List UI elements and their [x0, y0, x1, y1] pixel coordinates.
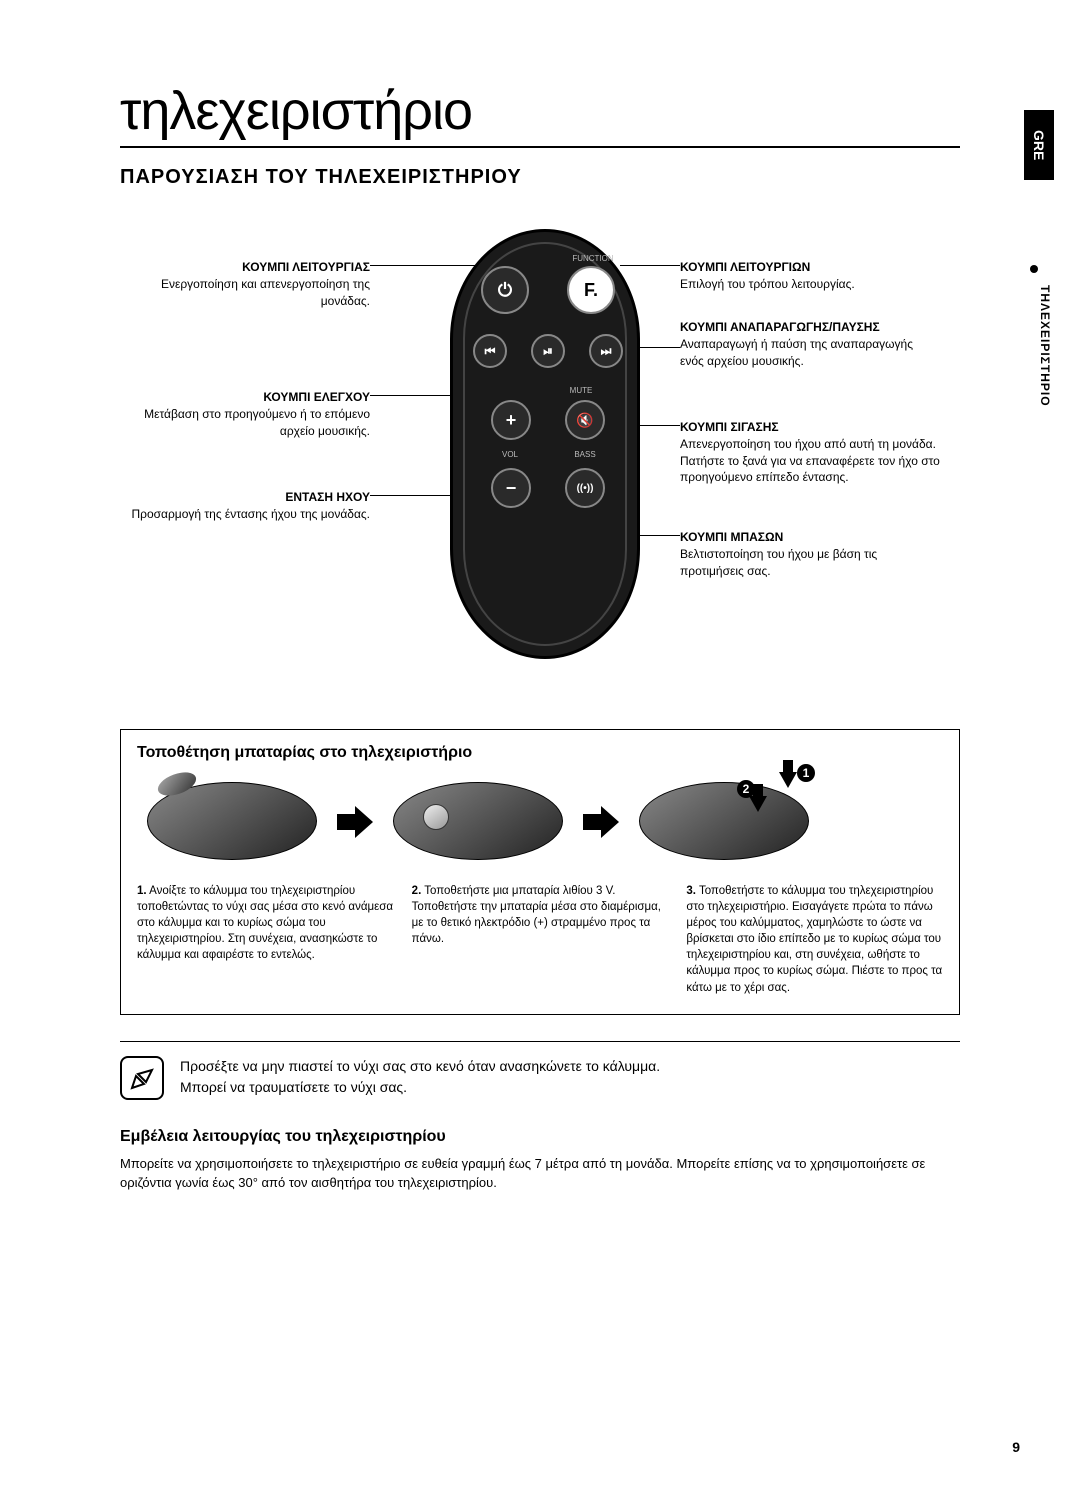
- step-number: 3.: [686, 885, 696, 897]
- vol-up-button[interactable]: +: [491, 400, 531, 440]
- battery-step2-image: [383, 774, 573, 869]
- battery-title: Τοποθέτηση μπαταρίας στο τηλεχειριστήριο: [137, 744, 943, 762]
- remote-diagram: ΚΟΥΜΠΙ ΛΕΙΤΟΥΡΓΙΑΣ Ενεργοποίηση και απεν…: [120, 229, 960, 709]
- callout-power: ΚΟΥΜΠΙ ΛΕΙΤΟΥΡΓΙΑΣ Ενεργοποίηση και απεν…: [120, 259, 370, 309]
- prev-button[interactable]: ⏮: [473, 334, 507, 368]
- mute-button[interactable]: 🔇: [565, 400, 605, 440]
- range-body: Μπορείτε να χρησιμοποιήσετε το τηλεχειρι…: [120, 1154, 960, 1193]
- step-number: 2.: [412, 885, 422, 897]
- callout-body: Επιλογή του τρόπου λειτουργίας.: [680, 276, 940, 293]
- arrow-icon: [337, 806, 373, 838]
- callout-volume: ΕΝΤΑΣΗ ΗΧΟΥ Προσαρμογή της έντασης ήχου …: [120, 489, 370, 523]
- callout-title: ΚΟΥΜΠΙ ΛΕΙΤΟΥΡΓΙΑΣ: [120, 259, 370, 276]
- battery-step-1: 1. Ανοίξτε το κάλυμμα του τηλεχειριστηρί…: [137, 883, 394, 996]
- side-section-label: ΤΗΛΕΧΕΙΡΙΣΤΗΡΙΟ: [1038, 285, 1052, 407]
- label-mute: MUTE: [561, 386, 601, 395]
- pencil-icon: [128, 1064, 156, 1092]
- marker-1: 1: [797, 764, 815, 782]
- bass-icon: ((•)): [577, 483, 594, 494]
- remote-body: FUNCTION ⏻ F. ⏮ ⏯ ⏭ MUTE + 🔇: [450, 229, 640, 659]
- callout-mute: ΚΟΥΜΠΙ ΣΙΓΑΣΗΣ Απενεργοποίηση του ήχου α…: [680, 419, 940, 486]
- caution-line2: Μπορεί να τραυματίσετε το νύχι σας.: [180, 1077, 660, 1098]
- callout-bass: ΚΟΥΜΠΙ ΜΠΑΣΩΝ Βελτιστοποίηση του ήχου με…: [680, 529, 940, 579]
- callout-body: Μετάβαση στο προηγούμενο ή το επόμενο αρ…: [120, 406, 370, 440]
- minus-icon: −: [506, 478, 517, 499]
- callout-title: ΕΝΤΑΣΗ ΗΧΟΥ: [120, 489, 370, 506]
- down-arrow-icon: [749, 796, 767, 812]
- battery-panel: Τοποθέτηση μπαταρίας στο τηλεχειριστήριο…: [120, 729, 960, 1015]
- coin-battery: [423, 804, 449, 830]
- next-icon: ⏭: [601, 344, 612, 359]
- vol-down-button[interactable]: −: [491, 468, 531, 508]
- page-content: τηλεχειριστήριο ΠΑΡΟΥΣΙΑΣΗ ΤΟΥ ΤΗΛΕΧΕΙΡΙ…: [120, 80, 960, 1193]
- page-number: 9: [1012, 1439, 1020, 1455]
- leader-line: [620, 265, 680, 266]
- step-number: 1.: [137, 885, 147, 897]
- function-label: F.: [584, 280, 598, 301]
- callout-title: ΚΟΥΜΠΙ ΑΝΑΠΑΡΑΓΩΓΗΣ/ΠΑΥΣΗΣ: [680, 319, 940, 336]
- remote-oval: [639, 782, 809, 860]
- mute-icon: 🔇: [576, 412, 593, 429]
- next-button[interactable]: ⏭: [589, 334, 623, 368]
- power-button[interactable]: ⏻: [481, 266, 529, 314]
- callout-body: Απενεργοποίηση του ήχου από αυτή τη μονά…: [680, 436, 940, 486]
- prev-icon: ⏮: [485, 344, 496, 359]
- callout-body: Βελτιστοποίηση του ήχου με βάση τις προτ…: [680, 546, 940, 580]
- bass-button[interactable]: ((•)): [565, 468, 605, 508]
- page-title: τηλεχειριστήριο: [120, 80, 960, 148]
- callout-body: Προσαρμογή της έντασης ήχου της μονάδας.: [120, 506, 370, 523]
- callout-function: ΚΟΥΜΠΙ ΛΕΙΤΟΥΡΓΙΩΝ Επιλογή του τρόπου λε…: [680, 259, 940, 293]
- play-pause-button[interactable]: ⏯: [531, 334, 565, 368]
- step-text: Ανοίξτε το κάλυμμα του τηλεχειριστηρίου …: [137, 885, 393, 961]
- battery-step-3: 3. Τοποθετήστε το κάλυμμα του τηλεχειρισ…: [686, 883, 943, 996]
- callout-title: ΚΟΥΜΠΙ ΜΠΑΣΩΝ: [680, 529, 940, 546]
- caution-icon: [120, 1056, 164, 1100]
- remote-oval: [393, 782, 563, 860]
- step-text: Τοποθετήστε το κάλυμμα του τηλεχειριστηρ…: [686, 885, 942, 994]
- marker-2: 2: [737, 780, 755, 798]
- play-icon: ⏯: [543, 344, 553, 359]
- plus-icon: +: [506, 410, 517, 431]
- page-subtitle: ΠΑΡΟΥΣΙΑΣΗ ΤΟΥ ΤΗΛΕΧΕΙΡΙΣΤΗΡΙΟΥ: [120, 166, 960, 189]
- callout-title: ΚΟΥΜΠΙ ΛΕΙΤΟΥΡΓΙΩΝ: [680, 259, 940, 276]
- label-function: FUNCTION: [565, 254, 621, 263]
- step-text: Τοποθετήστε μια μπαταρία λιθίου 3 V. Τοπ…: [412, 885, 661, 945]
- callout-body: Ενεργοποίηση και απενεργοποίηση της μονά…: [120, 276, 370, 310]
- label-vol: VOL: [495, 450, 525, 459]
- label-bass: BASS: [567, 450, 603, 459]
- callout-body: Αναπαραγωγή ή παύση της αναπαραγωγής ενό…: [680, 336, 940, 370]
- range-title: Εμβέλεια λειτουργίας του τηλεχειριστηρίο…: [120, 1128, 960, 1146]
- power-icon: ⏻: [498, 280, 512, 301]
- battery-step-2: 2. Τοποθετήστε μια μπαταρία λιθίου 3 V. …: [412, 883, 669, 996]
- function-button[interactable]: F.: [567, 266, 615, 314]
- callout-title: ΚΟΥΜΠΙ ΣΙΓΑΣΗΣ: [680, 419, 940, 436]
- language-tab: GRE: [1024, 110, 1054, 180]
- callout-play: ΚΟΥΜΠΙ ΑΝΑΠΑΡΑΓΩΓΗΣ/ΠΑΥΣΗΣ Αναπαραγωγή ή…: [680, 319, 940, 369]
- caution-text: Προσέξτε να μην πιαστεί το νύχι σας στο …: [180, 1056, 660, 1100]
- battery-steps: 1. Ανοίξτε το κάλυμμα του τηλεχειριστηρί…: [137, 883, 943, 996]
- battery-illustration-row: 1 2: [137, 774, 943, 869]
- side-bullet: [1030, 265, 1038, 273]
- leader-line: [370, 265, 480, 266]
- callout-title: ΚΟΥΜΠΙ ΕΛΕΓΧΟΥ: [120, 389, 370, 406]
- caution-line1: Προσέξτε να μην πιαστεί το νύχι σας στο …: [180, 1056, 660, 1077]
- arrow-icon: [583, 806, 619, 838]
- callout-skip: ΚΟΥΜΠΙ ΕΛΕΓΧΟΥ Μετάβαση στο προηγούμενο …: [120, 389, 370, 439]
- down-arrow-icon: [779, 772, 797, 788]
- battery-step3-image: 1 2: [629, 774, 819, 869]
- battery-step1-image: [137, 774, 327, 869]
- caution-block: Προσέξτε να μην πιαστεί το νύχι σας στο …: [120, 1041, 960, 1100]
